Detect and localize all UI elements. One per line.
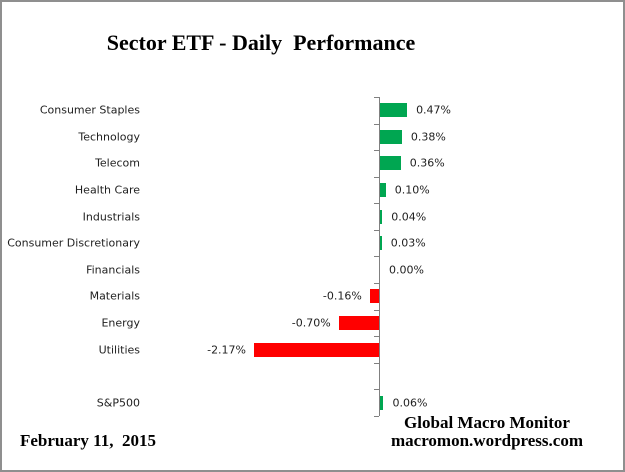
- footer-url: macromon.wordpress.com: [390, 431, 583, 450]
- chart-row: Industrials 0.04%: [2, 203, 623, 230]
- value-label: 0.36%: [409, 156, 445, 170]
- chart-title: Sector ETF - Daily Performance: [106, 30, 416, 55]
- value-label: 0.38%: [410, 130, 446, 144]
- bar: [338, 315, 379, 330]
- chart-row: Technology 0.38%: [2, 124, 623, 151]
- chart-row: Health Care 0.10%: [2, 177, 623, 204]
- value-label: 0.00%: [389, 263, 424, 277]
- value-label: 0.47%: [416, 103, 452, 117]
- axis-tick: [374, 229, 379, 231]
- bar: [380, 103, 408, 118]
- category-axis-line: [379, 97, 380, 416]
- axis-tick: [374, 415, 379, 417]
- chart-row: Materials -0.16%: [2, 283, 623, 310]
- footer-brand: Global Macro Monitor: [404, 413, 570, 432]
- category-label: Industrials: [82, 210, 140, 224]
- axis-tick: [374, 176, 379, 178]
- value-label: -0.16%: [322, 289, 362, 303]
- axis-tick: [374, 309, 379, 311]
- chart-row: Consumer Discretionary 0.03%: [2, 230, 623, 257]
- value-label: 0.04%: [391, 210, 427, 224]
- category-label: Materials: [89, 289, 140, 303]
- axis-tick: [374, 123, 379, 125]
- value-label: -0.70%: [291, 316, 331, 330]
- bar: [380, 395, 384, 410]
- value-label: 0.10%: [394, 183, 430, 197]
- chart-row: Energy -0.70%: [2, 310, 623, 337]
- axis-tick: [374, 203, 379, 205]
- chart-row: S&P500 0.06%: [2, 389, 623, 416]
- axis-tick: [374, 389, 379, 391]
- category-label: Utilities: [98, 343, 140, 357]
- bar: [380, 236, 382, 251]
- bar: [380, 156, 401, 171]
- axis-tick: [374, 150, 379, 152]
- axis-tick: [374, 362, 379, 364]
- category-label: Consumer Staples: [39, 103, 140, 117]
- bar: [380, 129, 402, 144]
- footer: Global Macro Monitor macromon.wordpress.…: [361, 414, 613, 450]
- date-label: February 11, 2015: [20, 431, 156, 450]
- category-label: Technology: [78, 130, 140, 144]
- category-label: Telecom: [95, 156, 140, 170]
- bar: [380, 209, 383, 224]
- chart-row: Utilities -2.17%: [2, 336, 623, 363]
- chart-row: Consumer Staples 0.47%: [2, 97, 623, 124]
- axis-tick: [374, 283, 379, 285]
- bar: [254, 342, 379, 357]
- category-label: Financials: [86, 263, 140, 277]
- category-label: Energy: [101, 316, 140, 330]
- chart-row: Financials 0.00%: [2, 256, 623, 283]
- chart-row: Telecom 0.36%: [2, 150, 623, 177]
- axis-tick: [374, 256, 379, 258]
- axis-tick: [374, 336, 379, 338]
- value-label: 0.06%: [392, 396, 428, 410]
- value-label: 0.03%: [390, 236, 426, 250]
- axis-tick: [374, 97, 379, 98]
- category-label: Health Care: [74, 183, 140, 197]
- category-label: Consumer Discretionary: [7, 236, 140, 250]
- category-label: S&P500: [96, 396, 140, 410]
- value-label: -2.17%: [207, 343, 247, 357]
- bar: [369, 289, 379, 304]
- bar: [380, 183, 386, 198]
